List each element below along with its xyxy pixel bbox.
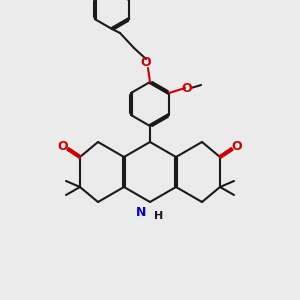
Text: O: O <box>141 56 151 70</box>
Text: O: O <box>58 140 68 152</box>
Text: N: N <box>136 206 146 218</box>
Text: H: H <box>154 211 163 221</box>
Text: O: O <box>232 140 242 152</box>
Text: O: O <box>182 82 192 94</box>
